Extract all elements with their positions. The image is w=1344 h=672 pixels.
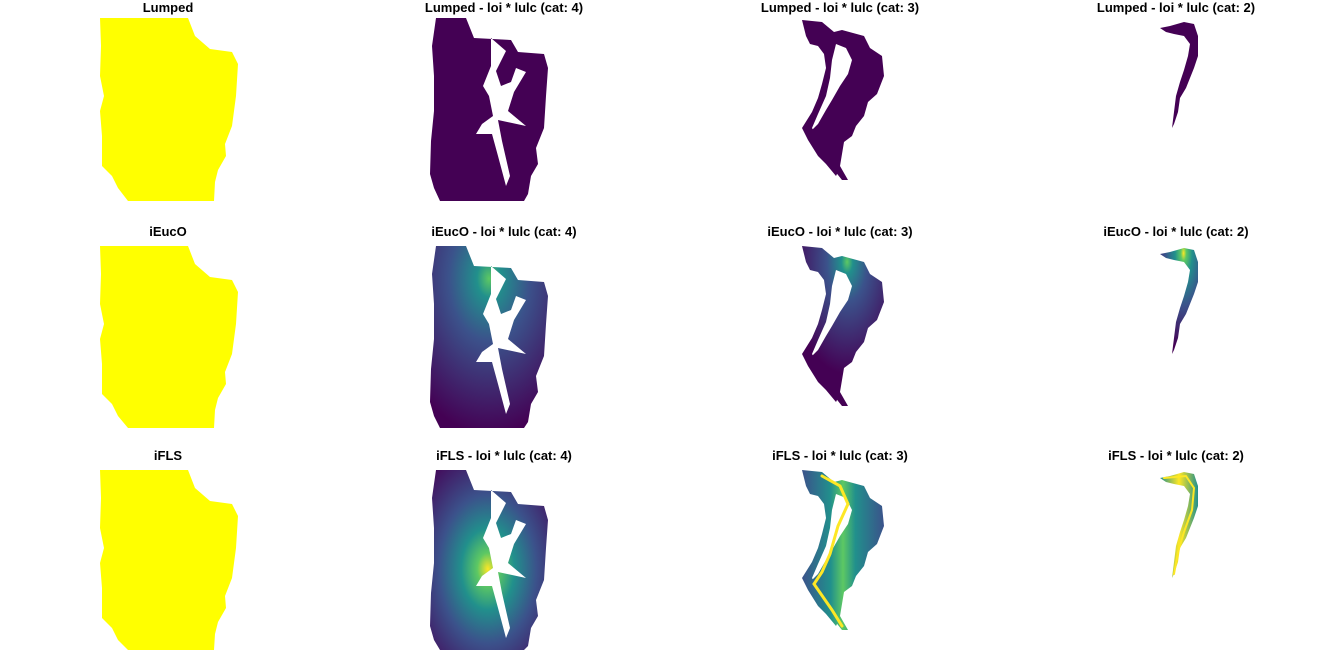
- catchment-shape: [100, 18, 238, 201]
- map-ifls-cat3: [802, 470, 884, 630]
- panel-title: iFLS - loi * lulc (cat: 2): [1108, 448, 1244, 463]
- catchment-shape: [100, 470, 238, 650]
- map-ifls-full: [100, 470, 238, 650]
- panel-title: iFLS: [153, 448, 183, 463]
- panel-title: Lumped - loi * lulc (cat: 4): [424, 0, 584, 15]
- catchment-minus-lulc: [430, 246, 548, 428]
- panel-lumped-cat2: Lumped - loi * lulc (cat: 2): [1008, 0, 1344, 224]
- catchment-cat3: [802, 470, 884, 630]
- map-lumped-cat3: [802, 20, 884, 180]
- map-lumped-cat2: [1160, 22, 1198, 128]
- map-ieuco-full: [100, 246, 238, 428]
- panel-ieuco-cat2: iEucO - loi * lulc (cat: 2): [1008, 224, 1344, 448]
- panel-ifls-cat2: iFLS - loi * lulc (cat: 2): [1008, 448, 1344, 672]
- map-ieuco-cat3: [802, 246, 884, 406]
- panel-ifls-cat3: iFLS - loi * lulc (cat: 3): [672, 448, 1008, 672]
- panel-ieuco-cat4: iEucO - loi * lulc (cat: 4): [336, 224, 672, 448]
- catchment-cat2: [1160, 248, 1198, 354]
- panel-title: Lumped: [142, 0, 194, 15]
- panel-title: Lumped - loi * lulc (cat: 2): [1096, 0, 1256, 15]
- panel-lumped-cat4: Lumped - loi * lulc (cat: 4): [336, 0, 672, 224]
- panel-ieuco: iEucO: [0, 224, 336, 448]
- map-ieuco-cat4: [430, 246, 548, 428]
- map-lumped-cat4: [430, 18, 548, 201]
- catchment-cat3: [802, 246, 884, 406]
- catchment-minus-lulc: [430, 470, 548, 650]
- map-ifls-cat4: [430, 470, 548, 650]
- catchment-cat2: [1160, 472, 1198, 578]
- panel-title: iEucO: [149, 224, 187, 239]
- catchment-shape: [100, 246, 238, 428]
- stream-line: [812, 474, 850, 628]
- catchment-cat2: [1160, 22, 1198, 128]
- panel-title: Lumped - loi * lulc (cat: 3): [760, 0, 920, 15]
- panel-title: iFLS - loi * lulc (cat: 4): [436, 448, 572, 463]
- panel-lumped-cat3: Lumped - loi * lulc (cat: 3): [672, 0, 1008, 224]
- catchment-minus-lulc: [430, 18, 548, 201]
- panel-ifls: iFLS: [0, 448, 336, 672]
- panel-ifls-cat4: iFLS - loi * lulc (cat: 4): [336, 448, 672, 672]
- panel-title: iEucO - loi * lulc (cat: 2): [1103, 224, 1249, 239]
- map-ifls-cat2: [1160, 472, 1198, 578]
- catchment-cat3: [802, 20, 884, 180]
- map-ieuco-cat2: [1160, 248, 1198, 354]
- panel-title: iEucO - loi * lulc (cat: 4): [431, 224, 577, 239]
- panel-ieuco-cat3: iEucO - loi * lulc (cat: 3): [672, 224, 1008, 448]
- panel-title: iFLS - loi * lulc (cat: 3): [772, 448, 908, 463]
- panel-lumped: Lumped: [0, 0, 336, 224]
- panel-title: iEucO - loi * lulc (cat: 3): [767, 224, 913, 239]
- stream-line: [1163, 474, 1196, 575]
- map-lumped-full: [100, 18, 238, 201]
